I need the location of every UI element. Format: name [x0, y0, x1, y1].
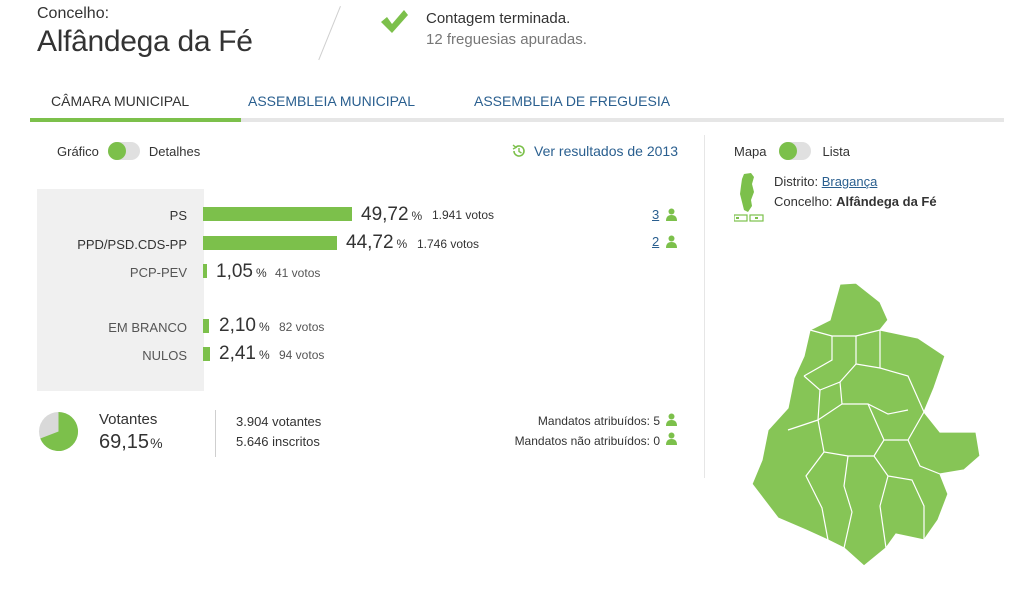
toggle-knob — [107, 142, 126, 160]
mandates-link-ppd[interactable]: 2 — [652, 234, 660, 249]
result-pct-em-branco: 2,10% — [219, 315, 270, 336]
check-icon — [381, 10, 408, 33]
distrito-label: Distrito: — [774, 174, 819, 189]
result-pct-ps: 49,72% — [361, 204, 423, 225]
map-list-toggle[interactable] — [778, 142, 811, 160]
concelho-outline — [751, 282, 981, 567]
result-bar-ppd — [203, 236, 337, 250]
view-toggle-row: Gráfico Detalhes — [57, 141, 200, 161]
result-pct-ppd: 44,72% — [346, 232, 408, 253]
person-icon — [666, 432, 677, 445]
concelho-map[interactable] — [748, 280, 984, 570]
header: Concelho: Alfândega da Fé Contagem termi… — [0, 0, 1014, 78]
election-tabs: CÂMARA MUNICIPAL ASSEMBLEIA MUNICIPAL AS… — [30, 86, 1004, 122]
toggle-knob — [778, 142, 797, 160]
result-bar-em-branco — [203, 319, 209, 333]
person-icon — [666, 208, 677, 221]
toggle-label-mapa: Mapa — [734, 143, 767, 159]
result-bar-nulos — [203, 347, 210, 361]
votantes-label: Votantes — [99, 411, 158, 428]
map-toggle-row: Mapa Lista — [734, 141, 850, 161]
result-votes-em-branco: 82 votos — [279, 320, 325, 334]
label-nulos: NULOS — [142, 348, 187, 363]
result-pct-pcp: 1,05% — [216, 261, 267, 282]
result-votes-pcp: 41 votos — [275, 266, 321, 280]
concelho-label: Concelho: — [37, 5, 110, 22]
result-votes-ppd: 1.746 votos — [417, 237, 480, 251]
view-toggle[interactable] — [107, 142, 140, 160]
status-subtext: 12 freguesias apuradas. — [426, 31, 587, 48]
inscritos-count: 5.646 inscritos — [236, 434, 320, 449]
concelho-map-label: Concelho: — [774, 194, 833, 209]
status-text: Contagem terminada. — [426, 10, 571, 27]
party-label-pcp: PCP-PEV — [129, 265, 187, 280]
votantes-count: 3.904 votantes — [236, 414, 322, 429]
toggle-label-grafico: Gráfico — [57, 143, 99, 159]
label-em-branco: EM BRANCO — [108, 320, 187, 335]
person-icon — [666, 413, 677, 426]
person-icon — [666, 235, 677, 248]
turnout-divider — [215, 410, 216, 457]
result-bar-pcp — [203, 264, 207, 278]
toggle-label-detalhes: Detalhes — [148, 143, 201, 159]
distrito-line: Distrito: Bragança — [774, 174, 877, 189]
result-bar-ps — [203, 207, 352, 221]
result-votes-nulos: 94 votos — [279, 348, 325, 362]
mandates-link-ps[interactable]: 3 — [652, 207, 660, 222]
concelho-line: Concelho: Alfândega da Fé — [774, 194, 937, 209]
votantes-percentage: 69,15% — [99, 431, 163, 453]
turnout-pie-slice — [40, 411, 79, 452]
freguesia-borders — [787, 329, 941, 549]
previous-results-label: Ver resultados de 2013 — [534, 143, 678, 159]
distrito-link[interactable]: Bragança — [821, 174, 878, 189]
party-label-ps: PS — [169, 208, 187, 223]
active-tab-indicator — [30, 118, 241, 122]
history-icon — [512, 144, 525, 157]
tab-assembleia-municipal[interactable]: ASSEMBLEIA MUNICIPAL — [248, 93, 416, 109]
header-divider — [318, 6, 341, 61]
party-labels-panel — [37, 189, 204, 391]
previous-results-link[interactable]: Ver resultados de 2013 — [511, 143, 678, 159]
portugal-mini-map-icon[interactable] — [734, 172, 764, 222]
tab-camara-municipal[interactable]: CÂMARA MUNICIPAL — [51, 93, 190, 109]
turnout-pie-chart — [38, 411, 79, 452]
panel-divider — [704, 135, 705, 478]
toggle-label-lista: Lista — [822, 143, 850, 159]
party-label-ppd: PPD/PSD.CDS-PP — [77, 237, 187, 252]
result-pct-nulos: 2,41% — [219, 343, 270, 364]
concelho-map-value: Alfândega da Fé — [836, 194, 937, 209]
page-title: Alfândega da Fé — [37, 25, 253, 58]
result-votes-ps: 1.941 votos — [432, 208, 495, 222]
mandatos-atribuidos: Mandatos atribuídos: 5 — [537, 414, 660, 428]
mandatos-nao-atribuidos: Mandatos não atribuídos: 0 — [514, 434, 660, 448]
tab-assembleia-freguesia[interactable]: ASSEMBLEIA DE FREGUESIA — [474, 93, 671, 109]
